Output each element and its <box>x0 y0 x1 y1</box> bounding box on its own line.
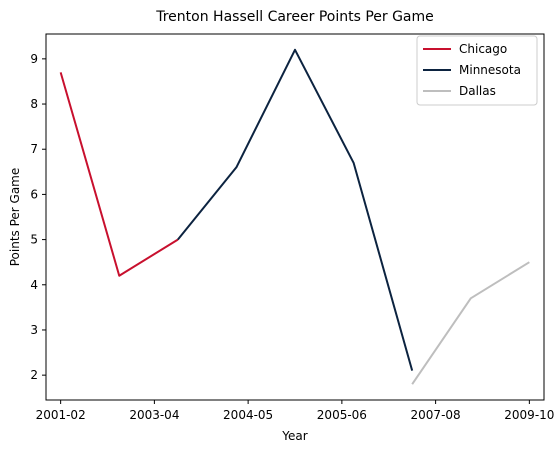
y-tick-label: 7 <box>30 142 38 156</box>
chart-title: Trenton Hassell Career Points Per Game <box>155 9 434 25</box>
legend-label-dallas: Dallas <box>459 84 496 98</box>
x-tick-label: 2004-05 <box>223 408 273 422</box>
x-axis: 2001-02 2003-04 2004-05 2005-06 2007-08 2009-… <box>36 400 554 422</box>
legend-label-minnesota: Minnesota <box>459 63 521 77</box>
y-tick-label: 9 <box>30 52 38 66</box>
y-tick-label: 3 <box>30 323 38 337</box>
plot-frame <box>45 33 545 401</box>
series-line-dallas <box>411 261 530 385</box>
legend-label-chicago: Chicago <box>459 42 507 56</box>
legend-box <box>416 35 538 106</box>
y-tick-label: 8 <box>30 97 38 111</box>
x-tick-label: 2005-06 <box>317 408 367 422</box>
series-line-chicago <box>59 72 179 277</box>
x-tick-label: 2007-08 <box>411 408 461 422</box>
x-axis-label: Year <box>281 429 307 443</box>
y-tick-label: 2 <box>30 368 38 382</box>
series-line-minnesota <box>177 48 414 371</box>
y-tick-label: 5 <box>30 233 38 247</box>
legend: Chicago Minnesota Dallas <box>416 35 538 106</box>
y-tick-label: 6 <box>30 187 38 201</box>
y-axis-label: Points Per Game <box>8 168 22 267</box>
x-tick-label: 2001-02 <box>36 408 86 422</box>
x-tick-label: 2003-04 <box>129 408 179 422</box>
y-tick-label: 4 <box>30 278 38 292</box>
x-tick-label: 2009-10 <box>504 408 554 422</box>
y-axis: 2 3 4 5 6 7 8 9 <box>30 52 46 382</box>
series-layer <box>59 48 530 385</box>
